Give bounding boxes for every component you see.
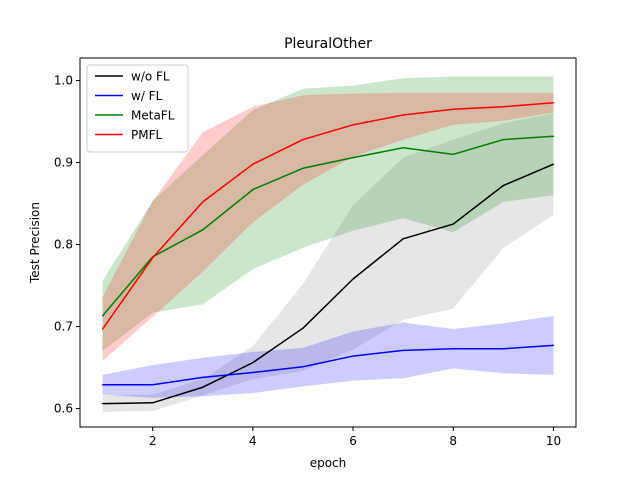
data-point-1-0	[101, 384, 104, 386]
data-point-1-1	[152, 384, 154, 386]
legend-label-1: w/ FL	[131, 89, 163, 103]
legend-box	[86, 64, 189, 153]
data-point-0-2	[202, 386, 204, 388]
x-tick-label-0: 2	[149, 434, 157, 448]
data-point-2-3	[252, 189, 254, 191]
data-point-2-2	[202, 229, 204, 231]
series-line-0	[102, 163, 554, 405]
y-tick-label-4: 1.0	[54, 74, 73, 88]
data-point-1-4	[302, 366, 304, 368]
confidence-band-2	[102, 76, 554, 352]
confidence-bands	[102, 76, 554, 412]
confidence-band-3	[102, 92, 554, 361]
data-point-3-4	[302, 138, 304, 141]
legend-label-0: w/o FL	[131, 70, 170, 84]
legend-items: w/o FL w/ FL MetaFL PMFL	[95, 70, 175, 142]
series-line-2	[101, 135, 554, 317]
legend: w/o FL w/ FL MetaFL PMFL	[86, 64, 189, 153]
confidence-band-1	[102, 315, 554, 398]
data-point-1-2	[202, 376, 204, 378]
data-point-2-9	[552, 135, 555, 137]
data-point-2-6	[402, 147, 404, 149]
plot-area-frame	[79, 57, 577, 428]
data-point-0-8	[502, 184, 504, 187]
data-point-1-8	[502, 348, 504, 350]
data-point-0-6	[402, 238, 404, 240]
data-point-2-5	[352, 157, 354, 159]
data-point-0-4	[302, 327, 304, 329]
data-point-2-7	[452, 153, 454, 155]
series-line-3	[101, 101, 554, 330]
data-point-0-9	[552, 163, 555, 165]
confidence-band-0	[102, 113, 554, 412]
data-point-3-7	[452, 108, 454, 110]
y-axis-ticks: 0.6 0.7 0.8 0.9 1.0	[54, 74, 80, 416]
data-point-3-5	[352, 124, 354, 126]
x-tick-label-4: 10	[546, 434, 561, 448]
series-line-1	[102, 344, 554, 386]
series-lines	[101, 101, 555, 405]
data-point-1-3	[252, 371, 254, 374]
y-axis-label: Test Precision	[28, 202, 42, 284]
data-point-1-9	[552, 344, 555, 347]
data-point-2-0	[101, 315, 104, 317]
data-point-0-5	[352, 278, 354, 280]
x-axis-label: epoch	[310, 456, 347, 470]
y-tick-label-1: 0.7	[54, 320, 73, 334]
data-point-3-8	[502, 106, 504, 108]
data-point-3-3	[252, 163, 254, 165]
x-axis-ticks: 2 4 6 8 10	[149, 427, 561, 448]
x-tick-label-3: 8	[449, 434, 457, 448]
y-tick-label-3: 0.9	[54, 156, 73, 170]
data-point-3-2	[202, 201, 204, 203]
data-point-3-1	[152, 257, 154, 259]
legend-label-2: MetaFL	[131, 109, 175, 123]
legend-label-3: PMFL	[131, 128, 162, 142]
data-point-0-0	[101, 403, 104, 405]
data-point-1-5	[352, 355, 354, 357]
x-tick-label-1: 4	[249, 434, 257, 448]
data-point-3-9	[552, 102, 555, 104]
data-point-0-3	[252, 362, 254, 364]
data-point-2-8	[502, 138, 504, 141]
y-tick-label-0: 0.6	[54, 402, 73, 416]
data-point-3-0	[101, 328, 104, 330]
chart-title: PleuralOther	[284, 36, 372, 52]
data-point-0-7	[452, 223, 454, 225]
data-point-2-4	[302, 167, 304, 169]
data-point-3-6	[402, 114, 404, 116]
y-tick-label-2: 0.8	[54, 238, 73, 252]
x-tick-label-2: 6	[349, 434, 357, 448]
data-point-0-1	[152, 402, 154, 404]
data-point-1-7	[452, 348, 454, 350]
data-point-1-6	[402, 349, 404, 351]
